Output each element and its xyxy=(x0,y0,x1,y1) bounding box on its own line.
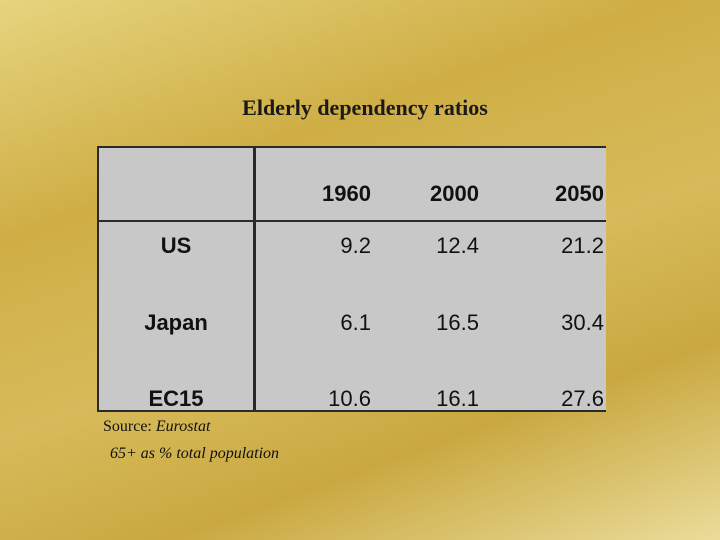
source-line: Source: Eurostat xyxy=(103,418,210,436)
row-label-japan: Japan xyxy=(144,310,208,335)
cell-japan-2000: 16.5 xyxy=(436,310,479,335)
column-header-2000: 2000 xyxy=(430,181,479,206)
cell-us-1960: 9.2 xyxy=(340,233,371,258)
population-note: 65+ as % total population xyxy=(110,445,280,462)
row-label-ec15: EC15 xyxy=(148,386,204,411)
source-name: Eurostat xyxy=(155,418,211,435)
table-vertical-divider xyxy=(253,148,256,410)
slide-title: Elderly dependency ratios xyxy=(242,95,488,120)
dependency-table: 1960 2000 2050 US 9.2 12.4 21.2 Japan 6.… xyxy=(97,146,606,412)
cell-japan-2050: 30.4 xyxy=(561,310,604,335)
source-prefix: Source: xyxy=(103,418,152,435)
table-header-divider xyxy=(99,220,606,222)
row-label-us: US xyxy=(160,233,192,258)
cell-ec15-1960: 10.6 xyxy=(328,386,371,411)
column-header-2050: 2050 xyxy=(555,181,604,206)
cell-ec15-2050: 27.6 xyxy=(561,386,604,411)
cell-japan-1960: 6.1 xyxy=(340,310,371,335)
column-header-1960: 1960 xyxy=(322,181,371,206)
cell-us-2050: 21.2 xyxy=(561,233,604,258)
cell-ec15-2000: 16.1 xyxy=(436,386,479,411)
cell-us-2000: 12.4 xyxy=(436,233,479,258)
